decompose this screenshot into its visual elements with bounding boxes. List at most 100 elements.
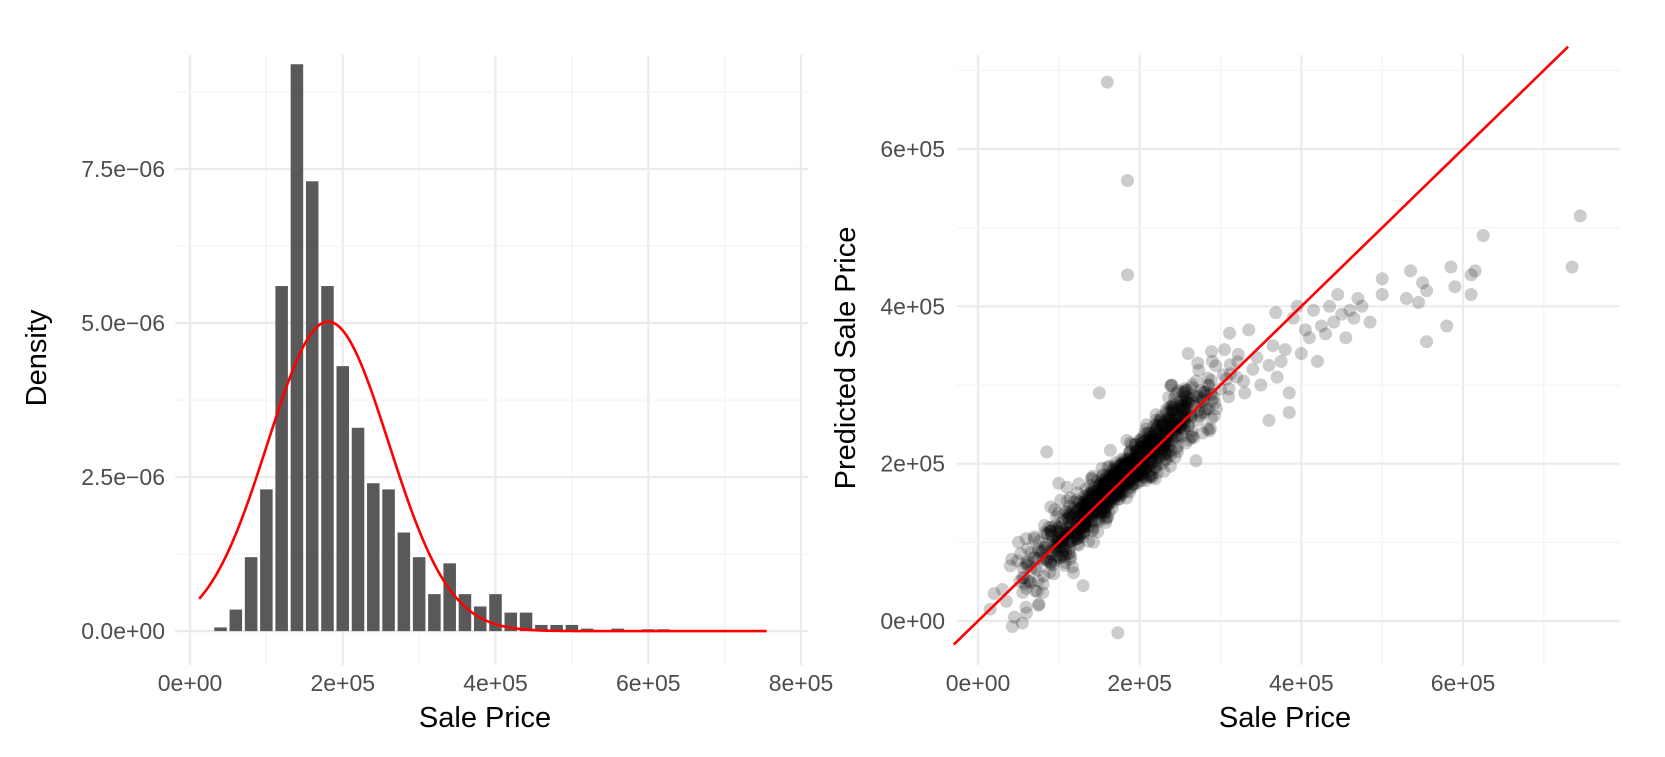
scatter-point: [1201, 422, 1214, 436]
scatter-point: [1109, 466, 1123, 480]
scatter-point: [1090, 495, 1104, 509]
scatter-point: [1187, 431, 1201, 445]
scatter-point: [1149, 426, 1163, 440]
scatter-point: [1138, 462, 1152, 476]
scatter-point: [1133, 433, 1147, 447]
scatter-point: [1165, 413, 1179, 427]
scatter-point: [1104, 473, 1118, 487]
scatter-point: [1087, 492, 1101, 506]
scatter-point: [1218, 343, 1231, 357]
scatter-point: [1140, 447, 1154, 461]
scatter-point: [1109, 482, 1123, 496]
scatter-point: [1021, 574, 1035, 588]
scatter-point: [1019, 600, 1033, 614]
scatter-point: [1175, 399, 1189, 413]
scatter-point: [1162, 412, 1176, 426]
scatter-point: [1075, 498, 1089, 511]
scatter-point: [1132, 454, 1146, 468]
scatter-point: [1298, 323, 1312, 337]
scatter-point: [1104, 494, 1118, 508]
scatter-point: [1087, 489, 1101, 503]
scatter-point: [1165, 416, 1179, 430]
scatter-point: [1049, 510, 1063, 524]
scatter-point: [1097, 502, 1111, 515]
scatter-point: [1152, 451, 1166, 465]
scatter-point: [1105, 501, 1119, 515]
scatter-point: [1096, 483, 1110, 496]
scatter-point: [1071, 530, 1084, 544]
scatter-point: [1115, 465, 1129, 479]
scatter-point: [1136, 469, 1150, 483]
scatter-point: [1161, 419, 1175, 433]
scatter-point: [1067, 566, 1080, 580]
scatter-point: [1051, 548, 1064, 562]
scatter-point: [1136, 439, 1150, 453]
scatter-point: [1020, 558, 1034, 572]
scatter-point: [1343, 303, 1357, 317]
scatter-point: [1098, 502, 1111, 516]
scatter-point: [1094, 506, 1108, 519]
histogram-bar: [550, 624, 563, 632]
scatter-point: [1142, 434, 1156, 448]
scatter-point: [1182, 419, 1195, 433]
scatter-point: [1096, 468, 1110, 481]
scatter-point: [1154, 424, 1168, 438]
scatter-point: [1144, 444, 1158, 458]
scatter-point: [1139, 462, 1152, 476]
scatter-point: [1121, 456, 1135, 470]
scatter-point: [1037, 569, 1051, 583]
scatter-point: [1130, 445, 1144, 459]
scatter-point: [1181, 396, 1195, 410]
scatter-x-tick-label: 6e+05: [1431, 670, 1496, 696]
histogram-bar: [397, 532, 411, 632]
scatter-point: [1135, 468, 1149, 481]
scatter-point: [1114, 489, 1128, 503]
scatter-point: [1136, 450, 1150, 464]
scatter-point: [1160, 402, 1174, 416]
histogram-bar: [321, 286, 334, 632]
scatter-point: [1151, 457, 1165, 471]
scatter-point: [1032, 535, 1046, 549]
scatter-point: [1130, 462, 1144, 476]
scatter-point: [1123, 436, 1137, 450]
scatter-point: [1155, 449, 1169, 463]
scatter-point: [1101, 477, 1115, 490]
scatter-point: [1105, 480, 1119, 494]
scatter-point: [1057, 558, 1071, 572]
scatter-point: [1007, 610, 1021, 624]
scatter-point: [1093, 498, 1107, 512]
scatter-point: [1123, 457, 1137, 471]
scatter-point: [1097, 477, 1111, 491]
scatter-point: [1049, 523, 1063, 537]
scatter-point: [1083, 490, 1097, 504]
scatter-point: [1081, 496, 1095, 510]
scatter-point: [1019, 556, 1033, 570]
scatter-point: [1177, 394, 1191, 408]
scatter-point: [1128, 450, 1141, 464]
scatter-point: [1124, 444, 1137, 458]
scatter-point: [1104, 482, 1118, 496]
scatter-point: [1351, 292, 1365, 305]
scatter-point: [1100, 493, 1114, 507]
scatter-point: [1116, 469, 1130, 483]
scatter-point: [1164, 429, 1178, 442]
scatter-point: [1050, 535, 1064, 549]
scatter-point: [1095, 461, 1109, 475]
scatter-point: [1044, 520, 1058, 534]
scatter-point: [1163, 459, 1177, 473]
scatter-point: [1130, 444, 1143, 458]
scatter-point: [1108, 473, 1121, 487]
scatter-point: [1147, 432, 1161, 446]
scatter-point: [1072, 496, 1086, 510]
scatter-point: [1140, 418, 1154, 432]
scatter-point: [1302, 331, 1316, 345]
scatter-point: [1173, 399, 1187, 412]
scatter-point: [1052, 520, 1066, 534]
scatter-point: [1082, 487, 1096, 501]
scatter-point: [1016, 585, 1030, 599]
scatter-point: [1131, 455, 1144, 469]
scatter-point: [1194, 406, 1208, 420]
scatter-point: [1131, 449, 1145, 463]
scatter-point: [1290, 299, 1304, 313]
scatter-point: [1154, 410, 1168, 424]
